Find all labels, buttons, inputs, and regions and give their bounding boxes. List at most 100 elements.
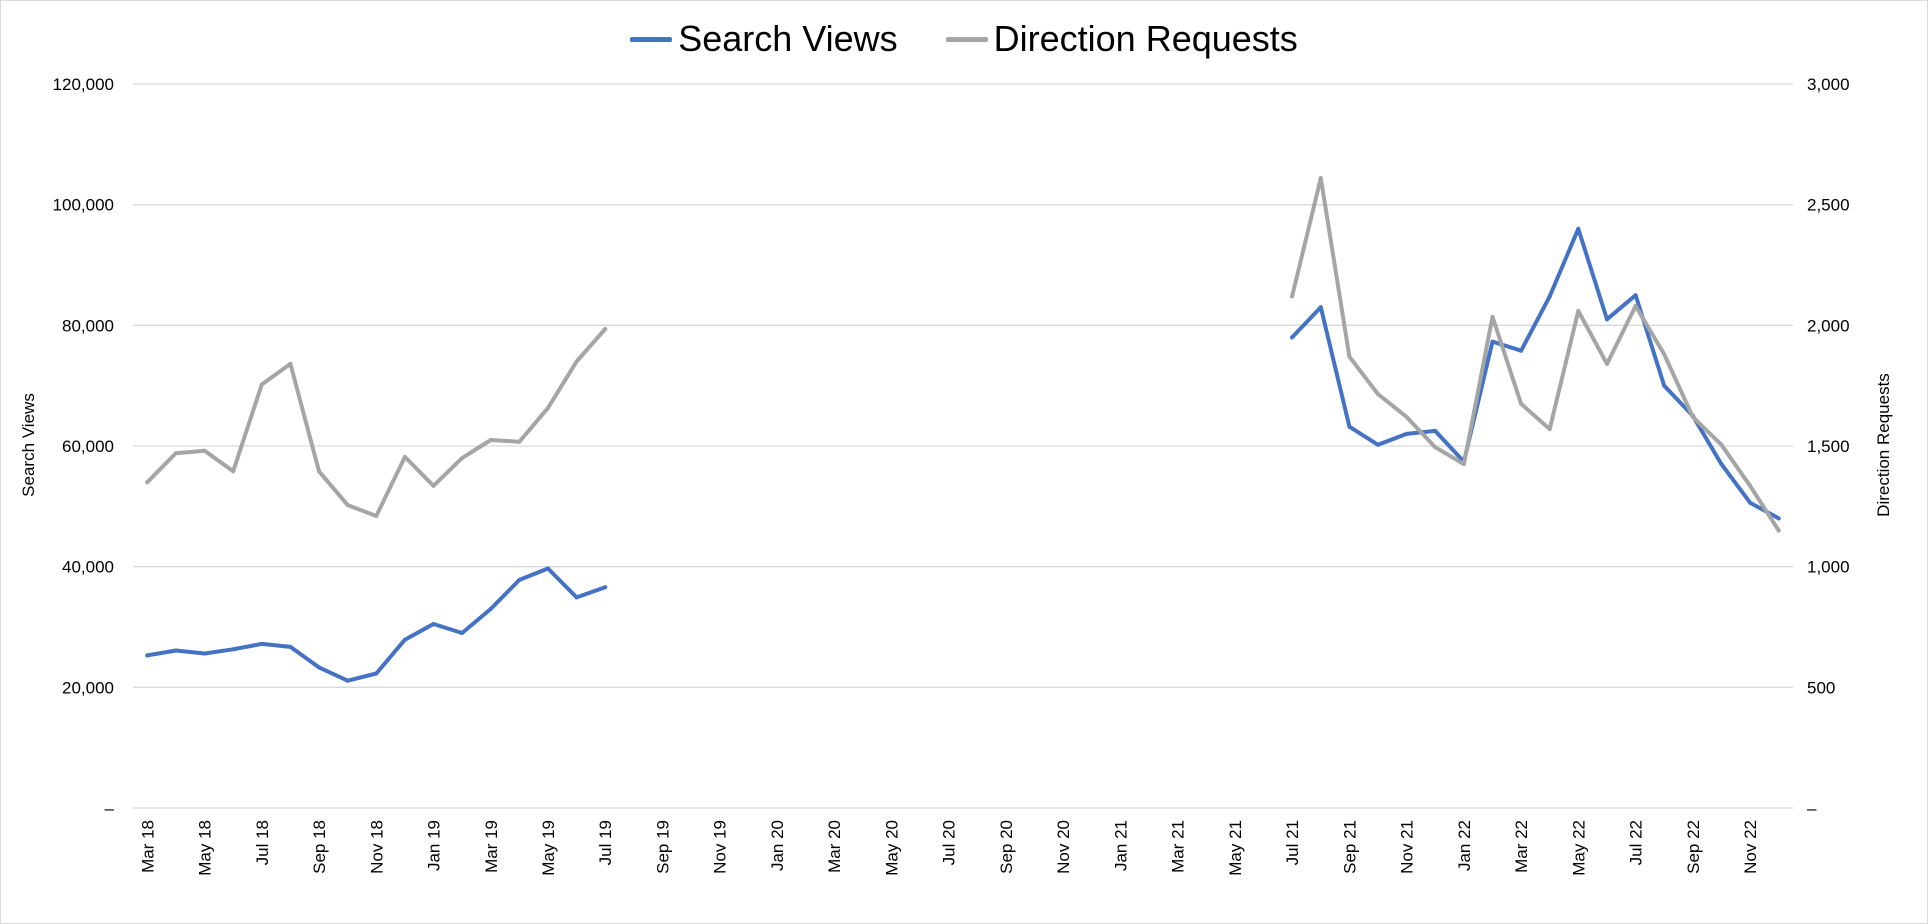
legend-item-direction-requests: Direction Requests <box>945 18 1298 60</box>
data-point-search-views <box>1547 294 1552 299</box>
x-tick-label: Nov 21 <box>1398 820 1417 874</box>
data-point-search-views <box>1404 431 1409 436</box>
y-axis-left-title: Search Views <box>19 393 38 497</box>
data-point-direction-requests <box>1404 415 1409 419</box>
data-point-direction-requests <box>517 439 522 444</box>
data-point-direction-requests <box>402 454 407 459</box>
data-point-search-views <box>488 606 493 611</box>
data-point-direction-requests <box>1719 442 1724 447</box>
y-right-tick-label: 1,000 <box>1807 558 1850 577</box>
y-right-tick-label: 2,000 <box>1807 316 1850 335</box>
series-line-direction-requests <box>145 327 608 518</box>
x-tick-label: Jul 20 <box>940 820 959 865</box>
legend-label-search-views: Search Views <box>678 18 898 59</box>
y-right-tick-label: 1,500 <box>1807 437 1850 456</box>
data-point-direction-requests <box>1605 361 1609 366</box>
data-point-direction-requests <box>1690 415 1695 419</box>
x-tick-label: Jul 22 <box>1627 820 1646 865</box>
data-point-direction-requests <box>317 469 321 474</box>
data-point-search-views <box>603 585 608 590</box>
data-point-direction-requests <box>374 514 379 518</box>
data-point-search-views <box>231 647 236 652</box>
y-right-tick-label: 2,500 <box>1807 196 1850 215</box>
data-point-direction-requests <box>1290 294 1295 299</box>
data-point-direction-requests <box>1433 445 1438 450</box>
data-point-direction-requests <box>1519 401 1524 406</box>
y-left-tick-label: 40,000 <box>62 558 114 577</box>
data-point-search-views <box>1776 516 1781 521</box>
x-axis: Mar 18 May 18 Jul 18 Sep 18 Nov 18 Jan 19 Mar … <box>138 820 1760 876</box>
data-point-search-views <box>1605 317 1609 322</box>
x-tick-label: Jul 19 <box>596 820 615 865</box>
data-point-direction-requests <box>1318 176 1323 181</box>
x-tick-label: Mar 18 <box>138 820 157 873</box>
series-line-search-views <box>145 566 608 683</box>
x-tick-label: May 20 <box>882 820 901 876</box>
data-point-search-views <box>145 653 150 658</box>
data-point-direction-requests <box>288 361 293 366</box>
legend-swatch-direction-requests <box>945 36 988 42</box>
x-tick-label: Jan 22 <box>1455 820 1474 871</box>
data-point-direction-requests <box>1662 352 1667 357</box>
data-point-search-views <box>1748 500 1753 505</box>
y-right-tick-label: 3,000 <box>1807 75 1850 94</box>
data-point-search-views <box>345 678 350 683</box>
data-point-search-views <box>1633 293 1638 298</box>
chart-legend: Search Views Direction Requests <box>0 18 1928 60</box>
legend-swatch-search-views <box>630 36 673 42</box>
x-tick-label: Jan 21 <box>1111 820 1130 871</box>
data-point-direction-requests <box>431 483 436 488</box>
series-line-direction-requests <box>1290 176 1781 533</box>
y-axis-left: – 20,000 40,000 60,000 80,000 100,000 120,000 <box>53 75 115 818</box>
data-point-direction-requests <box>574 359 579 364</box>
data-point-direction-requests <box>1633 304 1638 308</box>
x-tick-label: Mar 21 <box>1169 820 1188 873</box>
data-point-search-views <box>1318 305 1323 310</box>
data-point-direction-requests <box>1776 528 1781 533</box>
data-point-direction-requests <box>488 438 493 442</box>
x-tick-label: May 18 <box>196 820 215 876</box>
y-axis-right-title: Direction Requests <box>1874 373 1893 517</box>
x-tick-label: Jan 19 <box>425 820 444 871</box>
x-tick-label: Jan 20 <box>768 820 787 871</box>
x-tick-label: Mar 22 <box>1512 820 1531 873</box>
x-tick-label: Nov 20 <box>1054 820 1073 874</box>
x-tick-label: Mar 20 <box>825 820 844 873</box>
x-tick-label: Sep 22 <box>1684 820 1703 874</box>
data-point-search-views <box>1290 335 1295 340</box>
data-point-search-views <box>173 648 178 653</box>
data-point-direction-requests <box>202 448 207 453</box>
x-tick-label: Sep 19 <box>653 820 672 874</box>
data-point-search-views <box>574 595 579 600</box>
data-point-direction-requests <box>1347 354 1352 359</box>
gridlines <box>133 83 1793 809</box>
x-tick-label: Nov 19 <box>711 820 730 874</box>
x-tick-label: May 19 <box>539 820 558 876</box>
y-left-tick-label: 100,000 <box>53 196 114 215</box>
data-point-search-views <box>1347 424 1352 429</box>
x-tick-label: May 21 <box>1226 820 1245 876</box>
data-point-direction-requests <box>231 469 236 474</box>
x-tick-label: Nov 18 <box>367 820 386 874</box>
data-point-search-views <box>1490 339 1495 344</box>
data-point-search-views <box>517 577 522 582</box>
x-tick-label: Sep 18 <box>310 820 329 874</box>
data-point-search-views <box>1519 348 1524 353</box>
data-point-search-views <box>546 566 550 571</box>
data-point-search-views <box>460 631 465 635</box>
y-left-tick-label: 120,000 <box>53 75 114 94</box>
data-point-direction-requests <box>460 456 465 461</box>
legend-label-direction-requests: Direction Requests <box>993 18 1298 59</box>
data-point-search-views <box>374 671 379 676</box>
data-point-direction-requests <box>546 405 550 410</box>
x-tick-label: Mar 19 <box>482 820 501 873</box>
data-point-search-views <box>288 644 293 649</box>
data-point-search-views <box>431 622 436 626</box>
data-point-search-views <box>1576 226 1581 231</box>
y-left-tick-label: 60,000 <box>62 437 114 456</box>
y-left-tick-label: 80,000 <box>62 316 114 335</box>
y-left-tick-label: 20,000 <box>62 678 114 697</box>
data-point-direction-requests <box>259 382 264 387</box>
